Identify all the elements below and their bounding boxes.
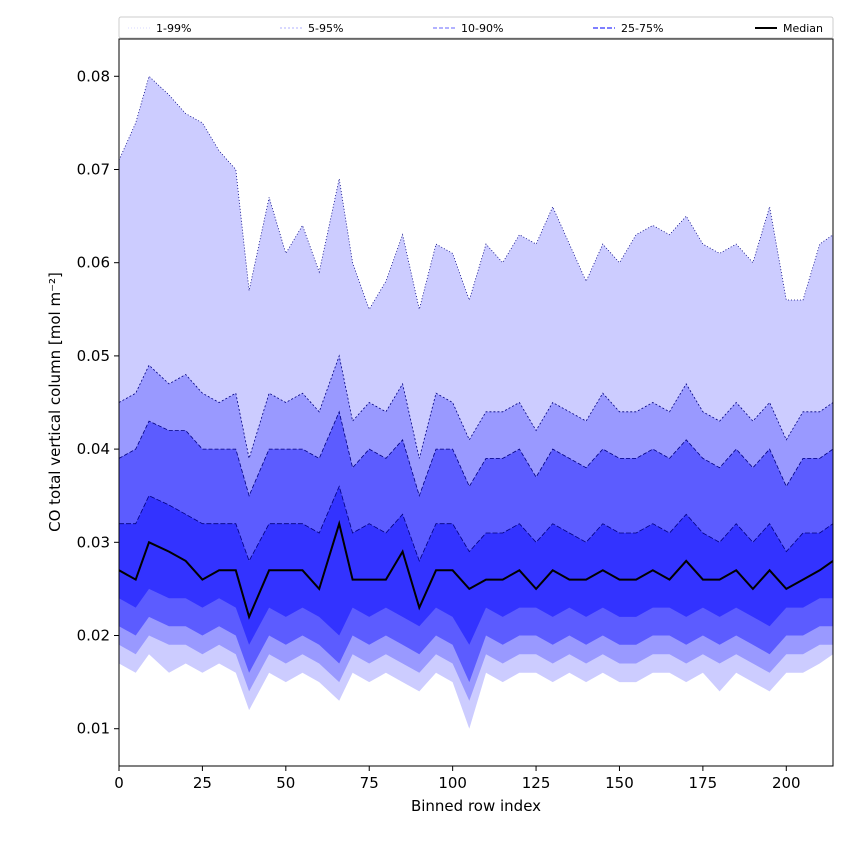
median-layer	[118, 519, 834, 620]
percentile-bands	[118, 75, 834, 729]
x-axis-label: Binned row index	[411, 797, 541, 815]
y-tick-label: 0.04	[77, 440, 110, 458]
y-tick-label: 0.01	[77, 720, 110, 738]
y-tick-label: 0.05	[77, 347, 110, 365]
median-line	[118, 519, 834, 620]
legend-label: 5-95%	[308, 22, 343, 35]
x-tick-label: 50	[276, 774, 295, 792]
y-tick-label: 0.07	[77, 160, 110, 178]
x-tick-label: 150	[605, 774, 634, 792]
legend-label: Median	[783, 22, 823, 35]
x-axis: 0 25 50 75 100 125 150 175 200	[114, 766, 801, 792]
y-axis: 0.01 0.02 0.03 0.04 0.05 0.06 0.07 0.08	[77, 67, 119, 738]
x-tick-label: 75	[360, 774, 379, 792]
y-tick-label: 0.08	[77, 67, 110, 85]
legend-label: 10-90%	[461, 22, 503, 35]
y-tick-label: 0.02	[77, 627, 110, 645]
band-25-75-upper-edge	[119, 485, 834, 562]
legend-label: 25-75%	[621, 22, 663, 35]
x-tick-label: 125	[522, 774, 551, 792]
legend-frame	[118, 16, 834, 39]
x-tick-label: 100	[438, 774, 467, 792]
band-10-90-upper-edge	[118, 410, 834, 497]
band-5-95-upper-edge	[118, 354, 834, 459]
x-tick-label: 0	[114, 774, 124, 792]
legend: 1-99% 5-95% 10-90% 25-75% Median	[118, 16, 834, 39]
y-tick-label: 0.06	[77, 254, 110, 272]
x-tick-label: 175	[689, 774, 718, 792]
y-axis-label: CO total vertical column [mol m⁻²]	[46, 272, 64, 532]
band-25-75	[119, 486, 833, 645]
plot-frame	[118, 38, 834, 767]
legend-label: 1-99%	[156, 22, 191, 35]
x-tick-label: 200	[772, 774, 801, 792]
y-tick-label: 0.03	[77, 533, 110, 551]
x-tick-label: 25	[193, 774, 212, 792]
